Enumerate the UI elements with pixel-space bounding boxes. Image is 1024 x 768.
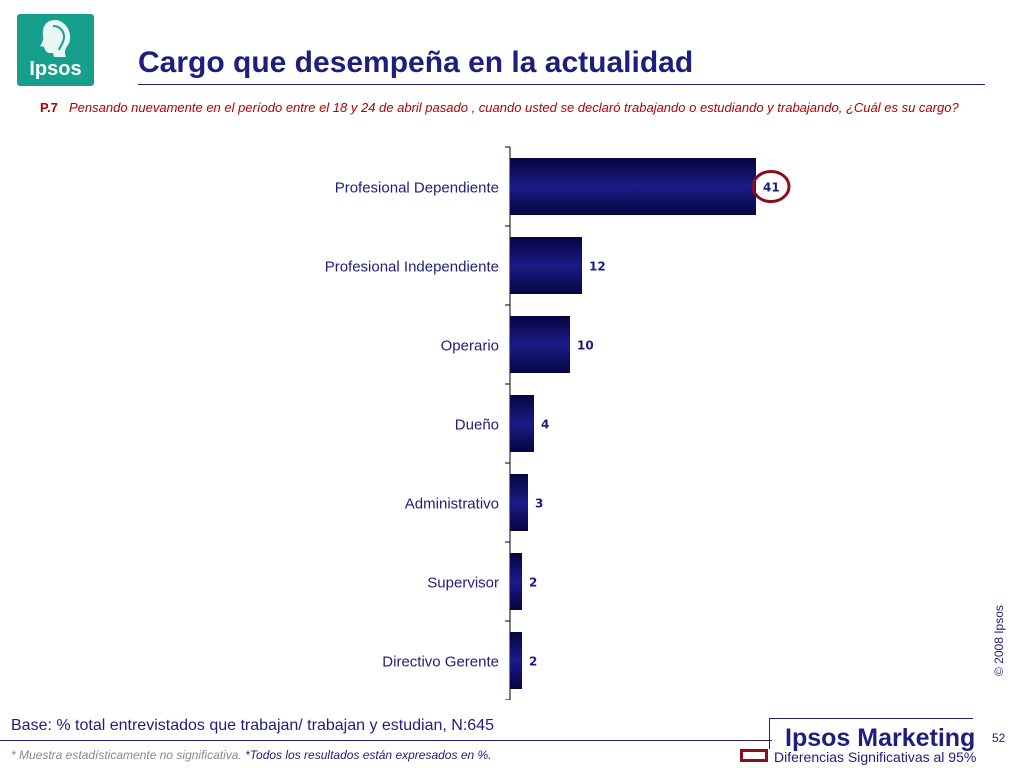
category-label: Operario [441,338,499,355]
chart-plot-area: Profesional Dependiente 41 Profesional Ind… [325,146,791,700]
copyright-note: © 2008 Ipsos [992,605,1006,676]
footnote-percent: *Todos los resultados están expresados e… [245,748,492,762]
category-label: Profesional Dependiente [335,180,499,197]
category-label: Supervisor [427,575,499,592]
question-number: P.7 [40,100,58,115]
bar-chart: Profesional Dependiente 41 Profesional Ind… [325,146,791,700]
ipsos-marketing-logo: Ipsos Marketing [785,724,976,752]
bar [510,237,582,294]
bar [510,474,528,531]
significance-marker [751,170,791,203]
ipsos-logo: Ipsos [17,14,94,86]
logo-text: Ipsos [29,58,82,80]
bar [510,395,534,452]
data-label: 41 [763,181,780,195]
data-label: 4 [541,418,549,432]
question-text: Pensando nuevamente en el período entre … [69,100,959,115]
data-label: 12 [589,260,606,274]
base-note: Base: % total entrevistados que trabajan… [11,717,494,734]
question: P.7 Pensando nuevamente en el período ent… [40,100,980,116]
marketing-frame [769,718,973,749]
data-label: 10 [577,339,594,353]
title-divider [138,84,985,85]
category-label: Administrativo [405,496,499,513]
bar [510,316,570,373]
data-label: 2 [529,655,537,669]
footer-divider [0,740,772,741]
bar [510,158,756,215]
category-label: Dueño [455,417,499,434]
category-label: Profesional Independiente [325,259,499,276]
footnote-sample: * Muestra estadísticamente no significat… [11,748,242,762]
bar [510,553,522,610]
data-label: 2 [529,576,537,590]
page-number: 52 [992,731,1006,745]
significance-legend-label: Diferencias Significativas al 95% [774,749,977,765]
logo-head-icon [40,20,71,57]
data-label: 3 [535,497,543,511]
significance-legend-icon [740,749,768,762]
bar [510,632,522,689]
page-title: Cargo que desempeña en la actualidad [138,46,694,79]
footnote: * Muestra estadísticamente no significat… [11,748,492,762]
category-label: Directivo Gerente [382,654,499,671]
